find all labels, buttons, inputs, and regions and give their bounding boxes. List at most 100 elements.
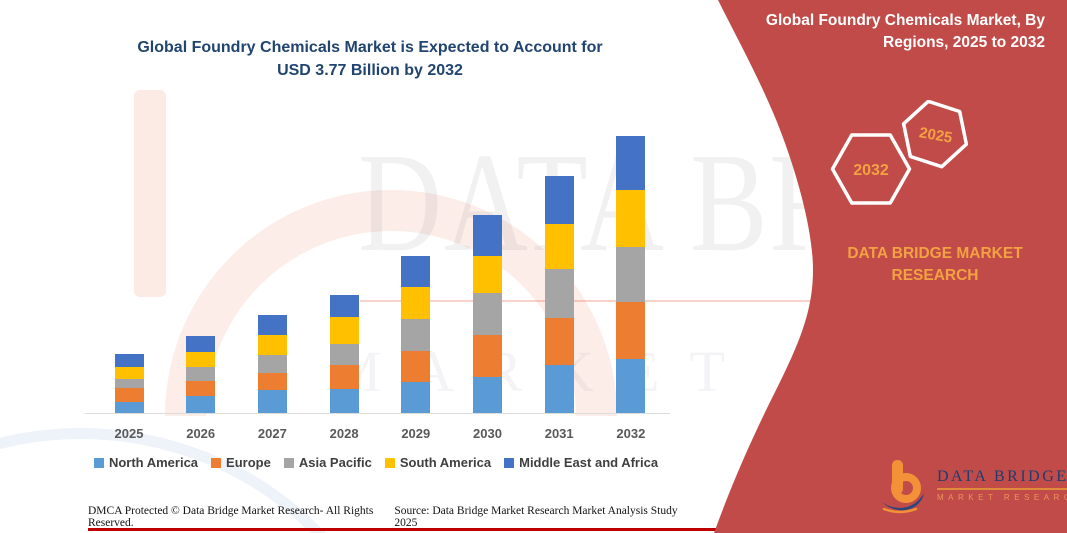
chart-title-line2: USD 3.77 Billion by 2032: [277, 62, 463, 80]
legend-swatch-north-america: [93, 457, 104, 468]
bar-segment-2031-north-america: [544, 365, 574, 414]
bar-segment-2030-europe: [473, 335, 502, 378]
bar-segment-2027-north-america: [257, 390, 287, 414]
bar-segment-2030-north-america: [473, 377, 502, 414]
bar-segment-2029-asia-pacific: [401, 318, 431, 351]
bar-segment-2029-north-america: [401, 382, 431, 414]
bar-segment-2032-asia-pacific: [616, 246, 646, 302]
bar-segment-2026-asia-pacific: [186, 366, 216, 381]
bar-segment-2030-south-america: [473, 255, 502, 294]
bar-segment-2025-south-america: [114, 366, 144, 380]
side-panel-title-line1: Global Foundry Chemicals Market, By: [765, 12, 1045, 29]
data-bridge-logo: DATA BRIDGE MARKET RESEARCH: [880, 458, 1067, 514]
bar-segment-2031-europe: [544, 318, 574, 366]
hexagon-2025: [901, 100, 969, 169]
legend-label-south-america: South America: [399, 455, 492, 470]
legend-item-middle-east-and-africa: Middle East and Africa: [504, 455, 658, 470]
bar-segment-2032-europe: [616, 301, 646, 359]
side-panel-title: Global Foundry Chemicals Market, By Regi…: [725, 10, 1045, 55]
legend-label-asia-pacific: Asia Pacific: [298, 455, 372, 470]
bottom-accent-line: [88, 528, 1067, 531]
bar-segment-2026-europe: [186, 380, 216, 396]
bar-segment-2027-europe: [257, 373, 287, 391]
chart-legend: North America Europe Asia Pacific South Ame…: [85, 455, 667, 470]
bar-segment-2027-south-america: [257, 335, 287, 356]
logo-subtitle: MARKET RESEARCH: [937, 493, 1067, 502]
side-panel-background: [714, 0, 1067, 533]
brand-wordmark-line2: RESEARCH: [891, 266, 979, 284]
brand-wordmark-line1: DATA BRIDGE MARKET: [847, 245, 1023, 262]
legend-item-europe: Europe: [211, 455, 271, 470]
year-hexagons: 2032 2025: [830, 100, 969, 205]
bar-segment-2025-north-america: [114, 401, 144, 414]
footer-dmca-text: DMCA Protected © Data Bridge Market Rese…: [88, 505, 374, 529]
bar-segment-2031-asia-pacific: [544, 269, 574, 319]
legend-swatch-middle-east-and-africa: [504, 457, 515, 468]
footer: DMCA Protected © Data Bridge Market Rese…: [88, 505, 678, 529]
bar-2030: [473, 214, 502, 414]
x-axis-label-2028: 2028: [329, 426, 359, 441]
bar-segment-2027-asia-pacific: [257, 355, 287, 374]
bar-segment-2026-middle-east-and-africa: [186, 336, 216, 353]
bar-segment-2028-north-america: [329, 388, 359, 414]
legend-label-middle-east-and-africa: Middle East and Africa: [519, 455, 659, 470]
hexagon-2025-label: 2025: [918, 124, 954, 147]
bar-segment-2030-middle-east-and-africa: [473, 214, 502, 256]
hexagon-2032: [830, 133, 912, 205]
x-axis-label-2029: 2029: [401, 426, 431, 441]
watermark-logo-arch: [165, 190, 617, 416]
x-axis-line: [85, 413, 670, 414]
bar-2026: [186, 336, 216, 414]
bar-segment-2028-europe: [329, 365, 359, 389]
bar-segment-2032-south-america: [616, 189, 646, 247]
hexagon-2032-label: 2032: [853, 162, 889, 179]
bar-segment-2031-south-america: [544, 223, 574, 270]
footer-source-text: Source: Data Bridge Market Research Mark…: [394, 505, 678, 529]
bar-segment-2025-middle-east-and-africa: [114, 354, 144, 367]
bar-segment-2028-south-america: [329, 317, 359, 344]
bar-segment-2029-middle-east-and-africa: [401, 256, 431, 288]
bar-segment-2028-asia-pacific: [329, 343, 359, 366]
watermark-logo-stem: [134, 90, 166, 297]
x-axis-label-2025: 2025: [114, 426, 144, 441]
bar-segment-2025-asia-pacific: [114, 379, 144, 388]
legend-swatch-asia-pacific: [283, 457, 294, 468]
bar-2032: [616, 136, 646, 414]
bar-segment-2030-asia-pacific: [473, 293, 502, 336]
chart-title: Global Foundry Chemicals Market is Expec…: [90, 36, 650, 82]
watermark-underline: [360, 300, 1067, 302]
bar-segment-2028-middle-east-and-africa: [329, 295, 359, 318]
bar-segment-2032-middle-east-and-africa: [616, 136, 646, 190]
bar-2029: [401, 256, 431, 414]
bar-segment-2025-europe: [114, 387, 144, 402]
bar-segment-2031-middle-east-and-africa: [544, 175, 574, 224]
bar-2031: [544, 175, 574, 414]
x-axis-label-2031: 2031: [544, 426, 574, 441]
bar-2028: [329, 295, 359, 414]
bar-2027: [257, 314, 287, 414]
brand-wordmark: DATA BRIDGE MARKET RESEARCH: [830, 243, 1040, 286]
legend-label-europe: Europe: [226, 455, 271, 470]
logo-title: DATA BRIDGE: [937, 468, 1067, 490]
bar-segment-2026-south-america: [186, 352, 216, 367]
data-bridge-logo-icon: [882, 460, 924, 514]
x-axis-label-2032: 2032: [616, 426, 646, 441]
bar-segment-2029-europe: [401, 350, 431, 383]
chart-title-line1: Global Foundry Chemicals Market is Expec…: [137, 39, 603, 56]
legend-item-north-america: North America: [93, 455, 198, 470]
bar-segment-2032-north-america: [616, 358, 646, 414]
legend-item-asia-pacific: Asia Pacific: [283, 455, 372, 470]
bar-2025: [114, 354, 144, 414]
side-panel-title-line2: Regions, 2025 to 2032: [883, 34, 1045, 52]
legend-swatch-europe: [211, 457, 222, 468]
x-axis-label-2026: 2026: [186, 426, 216, 441]
x-axis-label-2027: 2027: [257, 426, 287, 441]
bar-segment-2027-middle-east-and-africa: [257, 314, 287, 336]
legend-swatch-south-america: [384, 457, 395, 468]
bar-segment-2026-north-america: [186, 395, 216, 414]
bar-segment-2029-south-america: [401, 287, 431, 319]
legend-item-south-america: South America: [384, 455, 492, 470]
